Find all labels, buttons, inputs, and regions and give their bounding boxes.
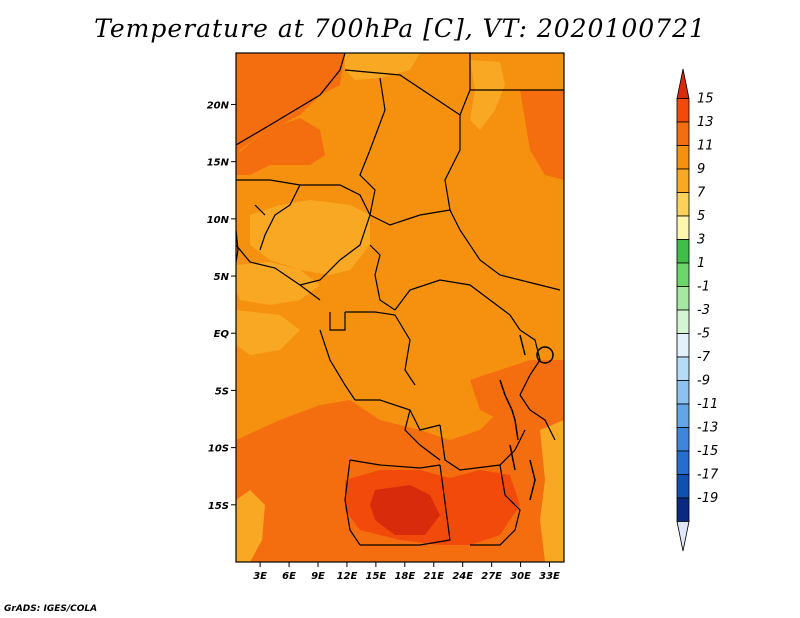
colorbar-level-label: 1 (697, 256, 705, 271)
cool-region-coast (236, 262, 320, 305)
lat-tick-label: 5S (215, 386, 229, 397)
country-borders (236, 53, 564, 546)
lon-tick-label: 33E (539, 571, 560, 582)
cool-patch-north-2 (470, 60, 505, 130)
colorbar-top-arrow (676, 68, 690, 99)
colorbar-swatch (676, 309, 690, 334)
colorbar-swatch (676, 450, 690, 475)
colorbar-level-label: 5 (697, 209, 705, 224)
colorbar-level-label: -13 (697, 421, 718, 436)
colorbar-swatch (676, 239, 690, 264)
colorbar-swatch (676, 168, 690, 193)
longitude-axis: 3E 6E 9E 12E 15E 18E 21E 24E 27E 30E 33E (253, 562, 560, 582)
colorbar-swatch (676, 403, 690, 428)
lon-tick-label: 6E (282, 571, 296, 582)
colorbar-swatch (676, 380, 690, 405)
colorbar-level-label: -3 (697, 303, 710, 318)
lat-tick-label: 15N (207, 158, 230, 169)
colorbar-swatch (676, 145, 690, 170)
colorbar-level-label: 9 (697, 162, 705, 177)
colorbar-level-label: -11 (697, 397, 718, 412)
lon-tick-label: 3E (253, 571, 267, 582)
colorbar-swatch (676, 497, 690, 522)
warm-region-east-mid (470, 360, 564, 420)
lon-tick-label: 30E (510, 571, 531, 582)
colorbar-level-label: 3 (697, 233, 705, 248)
colorbar-swatch (676, 286, 690, 311)
colorbar-swatch (676, 427, 690, 452)
lon-tick-label: 9E (311, 571, 325, 582)
cool-region-west-africa (250, 200, 370, 275)
colorbar-level-label: -7 (697, 350, 711, 365)
cool-patch-southeast (540, 420, 564, 562)
colorbar-level-label: -1 (697, 280, 710, 295)
colorbar-swatch (676, 98, 690, 123)
map-title: Temperature at 700hPa [C], VT: 202010072… (94, 14, 706, 43)
cool-patch-southwest (236, 490, 265, 562)
colorbar-swatch (676, 215, 690, 240)
colorbar-level-label: -19 (697, 491, 718, 506)
lon-tick-label: 27E (481, 571, 502, 582)
lat-tick-label: 10S (208, 444, 229, 455)
colorbar-level-label: 11 (697, 139, 714, 154)
colorbar-swatch (676, 121, 690, 146)
colorbar-level-label: -15 (697, 444, 718, 459)
lon-tick-label: 18E (394, 571, 415, 582)
lon-tick-label: 12E (337, 571, 358, 582)
warm-region-east (520, 90, 564, 180)
lakes (499, 334, 554, 501)
lat-tick-label: 15S (208, 501, 229, 512)
colorbar-level-label: -5 (697, 327, 710, 342)
colorbar-swatch (676, 262, 690, 287)
grads-credit: GrADS: IGES/COLA (4, 604, 98, 614)
latitude-axis: 20N 15N 10N 5N EQ 5S 10S 15S (207, 100, 236, 512)
colorbar-level-label: -17 (697, 468, 719, 483)
lat-tick-label: 5N (214, 272, 230, 283)
cool-patch-north-1 (345, 53, 420, 80)
colorbar-swatch (676, 356, 690, 381)
colorbar-level-label: 13 (697, 115, 714, 130)
hottest-region-south (370, 485, 440, 535)
colorbar-swatch (676, 474, 690, 499)
lon-tick-label: 15E (366, 571, 387, 582)
west-coastline (236, 229, 239, 263)
cool-region-gulf (236, 310, 300, 355)
warm-region-northwest (236, 53, 345, 160)
lon-tick-label: 24E (452, 571, 473, 582)
lat-tick-label: EQ (214, 329, 230, 340)
lon-tick-label: 21E (423, 571, 444, 582)
colorbar-level-label: 15 (697, 92, 714, 107)
lat-tick-label: 20N (207, 100, 230, 111)
colorbar-swatch (676, 192, 690, 217)
colorbar-level-label: -9 (697, 374, 710, 389)
warm-region-northwest-2 (236, 118, 325, 175)
colorbar-level-label: 7 (697, 186, 706, 201)
lat-tick-label: 10N (207, 215, 230, 226)
map-frame (235, 52, 565, 563)
colorbar-bottom-arrow (676, 521, 690, 552)
colorbar-swatch (676, 333, 690, 358)
